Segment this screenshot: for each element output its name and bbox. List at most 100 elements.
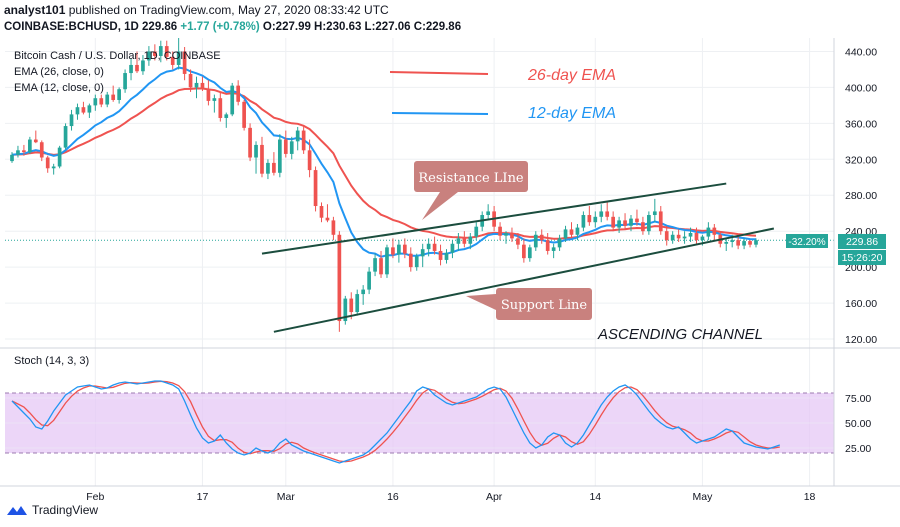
- candle-body: [248, 127, 252, 158]
- candle-body: [295, 130, 300, 142]
- time-tick-label: 16: [387, 491, 399, 503]
- support-line: [273, 227, 775, 333]
- candle-body: [45, 157, 50, 169]
- candle-body: [355, 294, 360, 313]
- ema26-annotation: 26-day EMA: [527, 67, 616, 84]
- candle-body: [736, 240, 740, 246]
- candle-body: [742, 241, 746, 246]
- stoch-tick-label: 75.00: [845, 393, 871, 405]
- candle-body: [236, 85, 241, 102]
- publish-line: analyst101 published on TradingView.com,…: [4, 3, 389, 17]
- resistance-line: [261, 182, 727, 255]
- candle-body: [63, 126, 68, 148]
- candle-body: [658, 211, 663, 232]
- time-tick-label: Feb: [86, 491, 104, 503]
- candle-body: [575, 227, 580, 235]
- candle-body: [456, 238, 461, 244]
- pct-badge-label: -32.20%: [788, 237, 825, 248]
- candle-body: [414, 256, 419, 268]
- legend-stoch: Stoch (14, 3, 3): [14, 355, 89, 367]
- candle-body: [486, 211, 491, 216]
- candle-body: [212, 98, 217, 101]
- candle-body: [450, 243, 455, 253]
- candle-body: [272, 162, 276, 173]
- candle-body: [670, 234, 675, 241]
- price-tick-label: 360.00: [845, 118, 877, 130]
- time-tick-label: Mar: [277, 491, 296, 503]
- footer-brand[interactable]: TradingView: [6, 503, 98, 517]
- stochastic-pane: [11, 380, 781, 464]
- candle-body: [420, 249, 425, 257]
- candle-body: [129, 64, 133, 74]
- candle-body: [33, 139, 38, 143]
- publication-header: analyst101 published on TradingView.com,…: [0, 0, 900, 38]
- candle-body: [10, 154, 14, 162]
- candle-body: [444, 252, 449, 260]
- candle-body: [438, 250, 443, 260]
- candle-body: [545, 240, 550, 251]
- candle-body: [277, 139, 282, 173]
- candle-body: [224, 114, 229, 118]
- candle-body: [402, 244, 407, 254]
- candle-body: [176, 51, 181, 65]
- price-tick-label: 120.00: [845, 334, 877, 346]
- time-tick-label: 17: [197, 491, 209, 503]
- candle-body: [81, 107, 86, 113]
- published-text: published on TradingView.com, May 27, 20…: [68, 3, 389, 17]
- publisher-name[interactable]: analyst101: [4, 3, 66, 17]
- footer-brand-label: TradingView: [32, 503, 99, 517]
- candle-body: [135, 64, 139, 72]
- candle-body: [724, 241, 729, 244]
- channel-label: ASCENDING CHANNEL: [597, 326, 763, 343]
- price-tick-label: 280.00: [845, 190, 877, 202]
- candle-body: [218, 98, 223, 118]
- candle-body: [206, 89, 211, 101]
- candle-body: [706, 227, 711, 237]
- candle-body: [623, 220, 627, 226]
- candle-body: [647, 215, 651, 232]
- candle-body: [397, 244, 401, 255]
- price-tick-label: 400.00: [845, 82, 877, 94]
- candle-body: [599, 211, 604, 217]
- candle-body: [498, 226, 502, 236]
- candle-body: [69, 114, 74, 127]
- candle-body: [170, 56, 175, 65]
- candle-body: [676, 234, 681, 239]
- candle-body: [188, 73, 193, 88]
- candle-body: [373, 258, 377, 272]
- candle-body: [367, 271, 371, 290]
- time-tick-label: May: [693, 491, 714, 503]
- candle-body: [16, 150, 20, 155]
- candle-body: [516, 238, 520, 245]
- candle-body: [557, 238, 562, 248]
- symbol: COINBASE:BCHUSD, 1D: [4, 21, 139, 33]
- price-tick-label: 200.00: [845, 262, 877, 274]
- legend-ema12: EMA (12, close, 0): [14, 82, 104, 94]
- chart-area[interactable]: 120.00160.00200.00240.00280.00320.00360.…: [0, 38, 900, 503]
- candle-body: [325, 217, 330, 221]
- axes: 120.00160.00200.00240.00280.00320.00360.…: [0, 38, 900, 503]
- candle-body: [522, 244, 526, 259]
- support-callout-box: [496, 288, 592, 320]
- price-badge-label: 229.86: [846, 236, 878, 248]
- candle-body: [652, 211, 657, 216]
- support-callout-pointer: [466, 294, 496, 310]
- candle-body: [242, 101, 246, 128]
- ema26-line: [11, 87, 757, 240]
- candle-body: [194, 82, 199, 88]
- candle-body: [105, 94, 110, 105]
- candle-body: [617, 220, 621, 228]
- last-price: 229.86: [142, 21, 178, 33]
- candle-body: [28, 139, 32, 153]
- candle-body: [307, 150, 312, 171]
- candle-body: [123, 73, 127, 90]
- tradingview-logo-icon: [7, 506, 27, 515]
- price-badge: [838, 234, 886, 249]
- candle-body: [57, 147, 62, 167]
- candle-body: [688, 232, 693, 237]
- legend-instrument: Bitcoin Cash / U.S. Dollar, 1D, COINBASE: [14, 50, 221, 62]
- resistance-callout-box: [414, 161, 528, 192]
- ema12-key-line: [391, 112, 489, 115]
- candle-body: [694, 232, 699, 241]
- candle-body: [99, 98, 104, 105]
